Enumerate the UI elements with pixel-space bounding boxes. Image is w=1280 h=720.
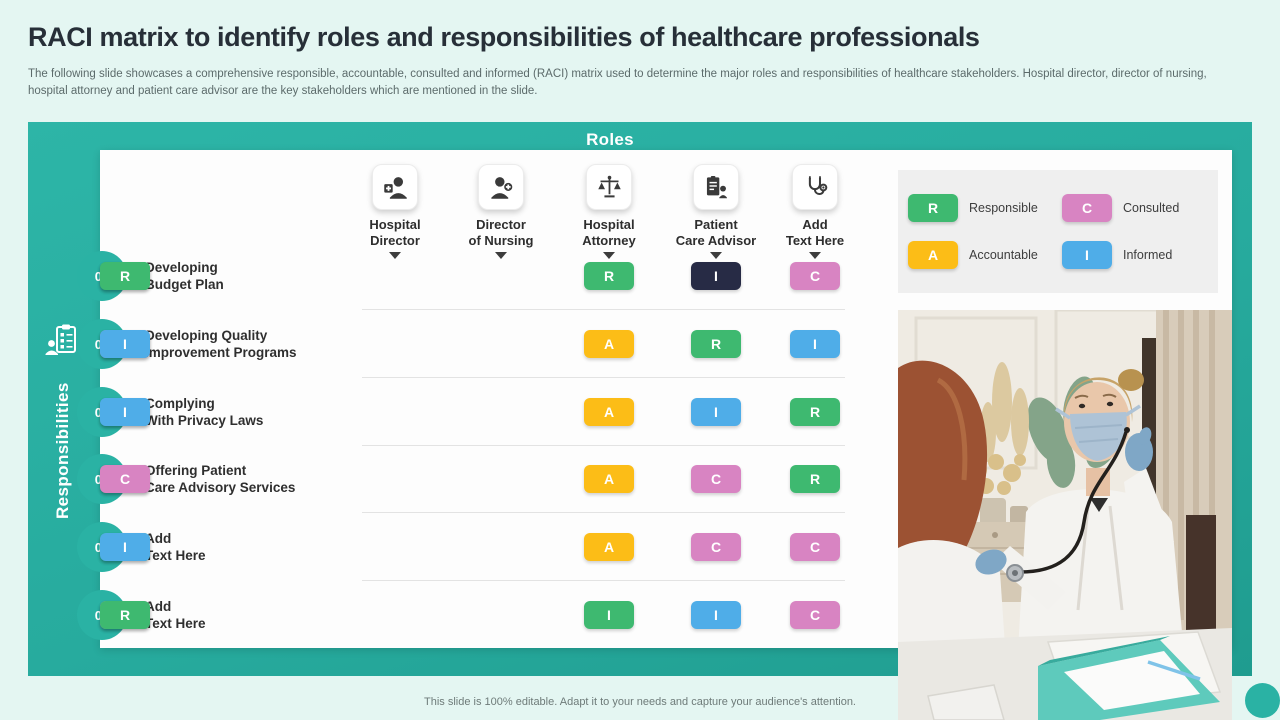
raci-cell-badge: C: [691, 465, 741, 493]
row-divider: [362, 377, 845, 378]
healthcare-photo: [898, 310, 1232, 720]
column-name: Patient Care Advisor: [675, 217, 757, 248]
footer-note: This slide is 100% editable. Adapt it to…: [424, 696, 856, 708]
raci-cell-badge: A: [584, 533, 634, 561]
legend-label: Accountable: [969, 248, 1038, 263]
column-name: Hospital Director: [369, 217, 421, 248]
director-of-nursing-icon: [478, 164, 524, 210]
legend-item-informed: I Informed: [1062, 232, 1210, 280]
page-title: RACI matrix to identify roles and respon…: [28, 22, 980, 52]
column-name: Hospital Attorney: [582, 217, 636, 248]
raci-cell-badge: A: [584, 398, 634, 426]
table-row-05: 05Add Text HereACCRI: [77, 513, 1232, 581]
stethoscope-icon: [792, 164, 838, 210]
legend-label: Informed: [1123, 248, 1173, 263]
row-label: Developing Budget Plan: [145, 260, 224, 292]
raci-cell-badge: R: [790, 465, 840, 493]
raci-cell-badge: R: [100, 601, 150, 629]
patient-care-advisor-icon: [693, 164, 739, 210]
row-divider: [362, 512, 845, 513]
chevron-down-icon: [710, 252, 722, 259]
raci-cell-badge: I: [691, 262, 741, 290]
row-label: Offering Patient Care Advisory Services: [145, 463, 296, 495]
table-row-06: 06Add Text HereIICCR: [77, 581, 1232, 649]
legend-item-consulted: C Consulted: [1062, 184, 1210, 232]
legend-label: Consulted: [1123, 200, 1180, 215]
legend-item-accountable: A Accountable: [908, 232, 1056, 280]
raci-legend: R Responsible C Consulted A Accountable I Infor…: [898, 170, 1218, 293]
table-row-04: 04Offering Patient Care Advisory Service…: [77, 445, 1232, 513]
column-header-2: Director of Nursing: [446, 164, 556, 259]
column-header-3: Hospital Attorney: [554, 164, 664, 259]
raci-cell-badge: I: [691, 398, 741, 426]
raci-cell-badge: R: [584, 262, 634, 290]
legend-badge: C: [1062, 193, 1112, 222]
raci-cell-badge: A: [584, 330, 634, 358]
column-header-4: Patient Care Advisor: [661, 164, 771, 259]
legend-badge: R: [908, 193, 958, 222]
hospital-director-icon: [372, 164, 418, 210]
row-label: Add Text Here: [145, 599, 206, 631]
chevron-down-icon: [495, 252, 507, 259]
table-row-02: 02Developing Quality Improvement Program…: [77, 310, 1232, 378]
raci-cell-badge: C: [100, 465, 150, 493]
raci-cell-badge: I: [584, 601, 634, 629]
responsibilities-label: Responsibilities: [53, 382, 72, 520]
column-name: Add Text Here: [785, 217, 845, 248]
legend-badge: I: [1062, 241, 1112, 270]
row-divider: [362, 445, 845, 446]
column-header-5: Add Text Here: [760, 164, 870, 259]
corner-accent-dot: [1245, 683, 1280, 718]
raci-cell-badge: R: [100, 262, 150, 290]
chevron-down-icon: [603, 252, 615, 259]
responsibilities-icon: [44, 322, 82, 356]
raci-cell-badge: I: [100, 330, 150, 358]
raci-cell-badge: C: [790, 262, 840, 290]
row-divider: [362, 309, 845, 310]
raci-cell-badge: R: [691, 330, 741, 358]
raci-cell-badge: A: [584, 465, 634, 493]
column-header-1: Hospital Director: [340, 164, 450, 259]
table-row-03: 03Complying With Privacy LawsAIRII: [77, 378, 1232, 446]
raci-cell-badge: R: [790, 398, 840, 426]
roles-header: Roles: [586, 130, 634, 149]
raci-matrix-container: Roles Responsibilities Hospital Director…: [28, 122, 1252, 676]
chevron-down-icon: [809, 252, 821, 259]
raci-cell-badge: C: [691, 533, 741, 561]
row-label: Add Text Here: [145, 531, 206, 563]
column-name: Director of Nursing: [468, 217, 534, 248]
raci-cell-badge: C: [790, 601, 840, 629]
raci-cell-badge: I: [100, 533, 150, 561]
raci-cell-badge: I: [100, 398, 150, 426]
raci-cell-badge: I: [790, 330, 840, 358]
legend-item-responsible: R Responsible: [908, 184, 1056, 232]
legend-label: Responsible: [969, 200, 1038, 215]
chevron-down-icon: [389, 252, 401, 259]
table-row-01: 01Developing Budget PlanRICIR: [77, 242, 1232, 310]
hospital-attorney-icon: [586, 164, 632, 210]
row-label: Developing Quality Improvement Programs: [145, 328, 297, 360]
raci-cell-badge: C: [790, 533, 840, 561]
row-divider: [362, 580, 845, 581]
raci-cell-badge: I: [691, 601, 741, 629]
legend-badge: A: [908, 241, 958, 270]
row-label: Complying With Privacy Laws: [145, 396, 264, 428]
slide-description: The following slide showcases a comprehe…: [28, 68, 1207, 97]
